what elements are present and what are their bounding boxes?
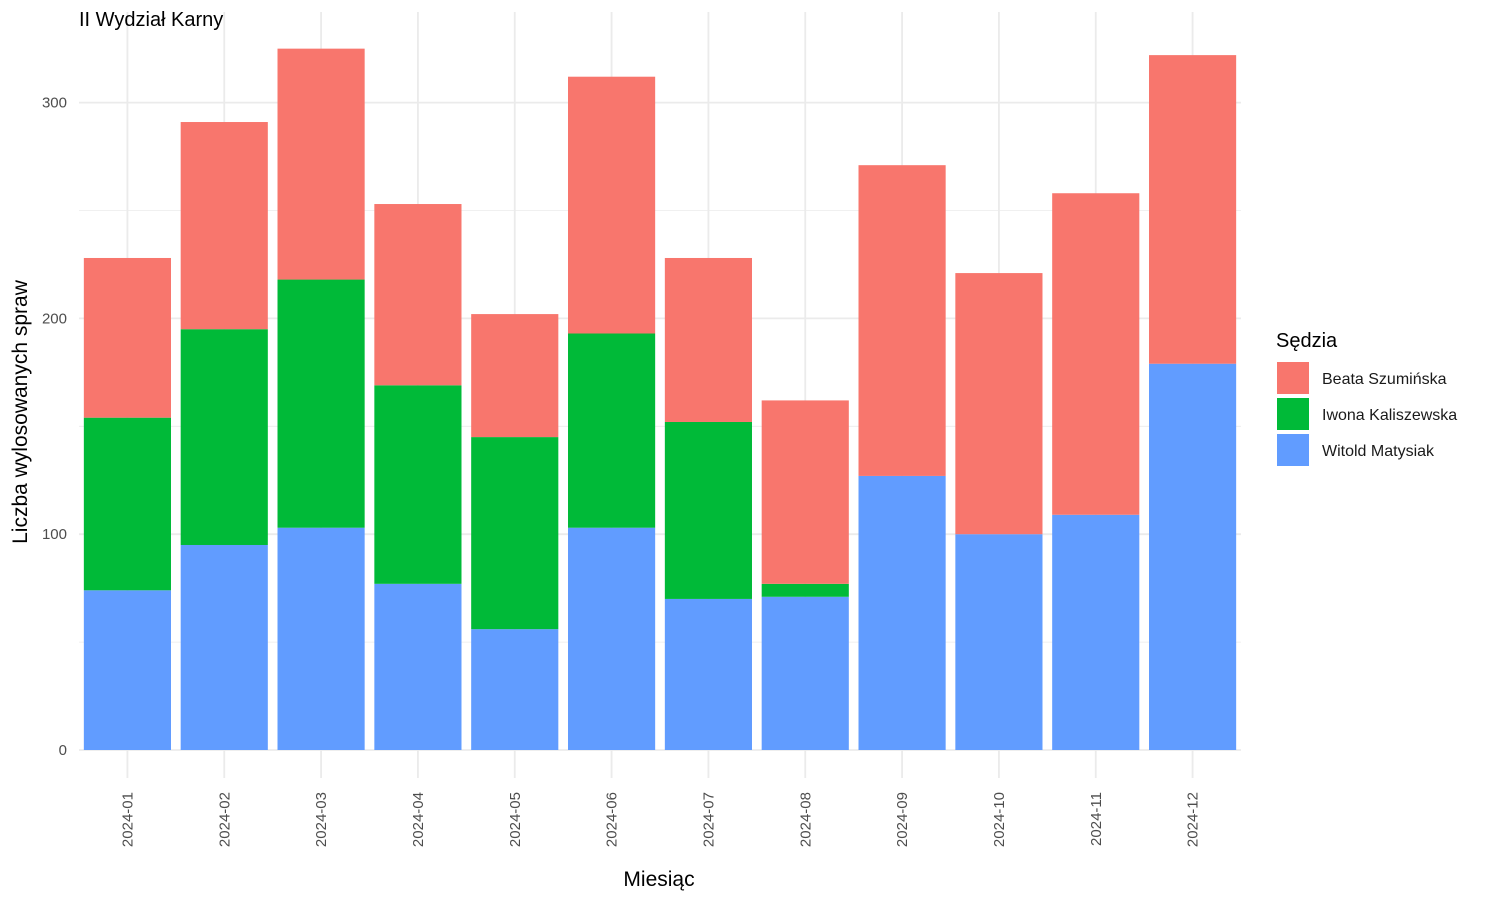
bar-segment — [471, 314, 559, 438]
legend-key — [1277, 362, 1309, 394]
bar-segment — [374, 583, 462, 750]
bar-segment — [1052, 514, 1140, 750]
bar-segment — [664, 257, 752, 422]
y-axis-title: Liczba wylosowanych spraw — [9, 279, 32, 544]
chart-title: II Wydział Karny — [79, 9, 223, 31]
y-tick-label: 300 — [42, 95, 67, 112]
bar-segment — [471, 437, 559, 630]
bar-segment — [955, 534, 1043, 750]
y-tick-label: 200 — [42, 310, 67, 327]
legend-key — [1277, 398, 1309, 430]
bar-segment — [1052, 193, 1140, 515]
bar-segment — [568, 527, 656, 750]
bar-segment — [664, 421, 752, 599]
legend-label: Beata Szumińska — [1322, 371, 1447, 388]
x-tick-label: 2024-04 — [410, 792, 427, 847]
bar-segment — [180, 544, 268, 750]
x-tick-label: 2024-03 — [313, 792, 330, 847]
bar-segment — [180, 122, 268, 330]
bars — [83, 48, 1237, 750]
legend-key — [1277, 434, 1309, 466]
x-tick-label: 2024-01 — [119, 792, 136, 847]
x-tick-label: 2024-05 — [507, 792, 524, 847]
x-tick-label: 2024-09 — [894, 792, 911, 847]
bar-segment — [180, 329, 268, 545]
bar-segment — [83, 590, 171, 750]
bar-segment — [83, 417, 171, 591]
x-tick-label: 2024-02 — [216, 792, 233, 847]
x-axis-title: Miesiąc — [623, 868, 694, 891]
bar-segment — [955, 273, 1043, 535]
x-tick-label: 2024-11 — [1088, 792, 1105, 846]
legend-label: Iwona Kaliszewska — [1322, 407, 1457, 424]
bar-segment — [858, 475, 946, 750]
x-tick-label: 2024-10 — [991, 792, 1008, 847]
bar-segment — [1149, 55, 1237, 364]
legend: Sędzia Beata Szumińska Iwona Kaliszewska W… — [1276, 330, 1457, 466]
bar-segment — [277, 48, 365, 280]
bar-segment — [568, 333, 656, 528]
bar-segment — [83, 257, 171, 418]
legend-label: Witold Matysiak — [1322, 443, 1435, 460]
bar-segment — [664, 598, 752, 750]
bar-segment — [858, 165, 946, 476]
x-tick-label: 2024-06 — [604, 792, 621, 847]
y-axis-ticks: 0 100 200 300 — [42, 95, 67, 759]
bar-segment — [1149, 363, 1237, 750]
legend-title: Sędzia — [1276, 330, 1338, 352]
bar-segment — [761, 583, 849, 597]
bar-segment — [277, 279, 365, 528]
bar-segment — [471, 629, 559, 750]
bar-segment — [277, 527, 365, 750]
bar-segment — [374, 204, 462, 386]
x-tick-label: 2024-07 — [700, 792, 717, 847]
bar-segment — [761, 596, 849, 750]
y-tick-label: 0 — [59, 742, 67, 759]
bar-segment — [568, 76, 656, 334]
y-tick-label: 100 — [42, 526, 67, 543]
bar-segment — [761, 400, 849, 584]
x-axis-ticks: 2024-01 2024-02 2024-03 2024-04 2024-05 2024-… — [119, 792, 1201, 847]
x-tick-label: 2024-12 — [1185, 792, 1202, 847]
x-tick-label: 2024-08 — [797, 792, 814, 847]
bar-segment — [374, 385, 462, 584]
